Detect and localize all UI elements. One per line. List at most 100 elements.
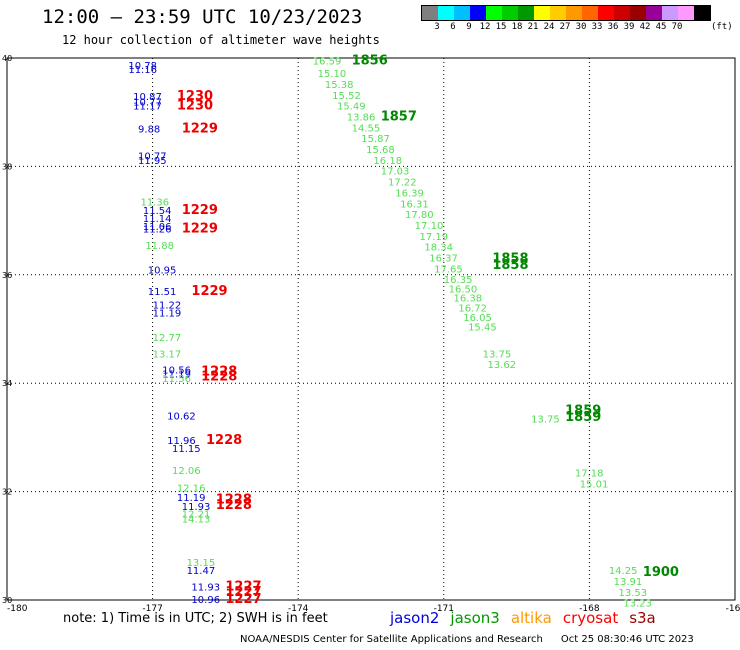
time-label: 1227: [225, 585, 261, 600]
wave-height-label: 13.17: [153, 349, 182, 360]
wave-height-label: 11.15: [172, 444, 201, 455]
x-tick-label: -171: [434, 604, 454, 614]
wave-height-label: 9.88: [138, 124, 160, 135]
color-swatch: [614, 6, 630, 20]
color-swatch: [502, 6, 518, 20]
wave-height-label: 11.36: [140, 198, 169, 209]
wave-height-label: 11.19: [153, 309, 182, 320]
wave-height-label: 15.49: [337, 102, 366, 113]
color-swatch: [678, 6, 694, 20]
wave-height-label: 17.10: [415, 221, 444, 232]
color-scale-unit: (ft): [711, 22, 733, 32]
wave-height-label: 13.15: [187, 558, 216, 569]
time-label: 1900: [643, 565, 679, 580]
satellite-legend-entry: jason2: [390, 609, 440, 627]
time-label: 1857: [381, 110, 417, 125]
color-swatch: [630, 6, 646, 20]
y-tick-label: 30: [2, 596, 12, 605]
x-tick-label: -168: [579, 604, 600, 614]
y-tick-label: 36: [2, 271, 12, 280]
time-label: 1228: [216, 498, 252, 513]
wave-height-label: 17.19: [420, 232, 449, 243]
wave-height-label: 17.65: [434, 264, 463, 275]
wave-height-label: 17.18: [575, 469, 604, 480]
wave-height-label: 16.35: [444, 275, 473, 286]
wave-height-label: 16.59: [313, 57, 342, 68]
time-label: 1228: [201, 364, 237, 379]
color-scale-tick-label: 21: [527, 22, 539, 32]
color-swatch: [662, 6, 678, 20]
plot-frame: [6, 57, 736, 601]
color-scale-swatches: [421, 5, 711, 21]
color-scale-tick-label: 45: [655, 22, 667, 32]
wave-height-label: 16.05: [463, 313, 492, 324]
wave-height-label: 15.52: [332, 91, 361, 102]
wave-height-label: 17.22: [388, 178, 417, 189]
wave-height-label: 14.55: [352, 123, 381, 134]
wave-height-label: 12.06: [172, 466, 201, 477]
color-swatch: [486, 6, 502, 20]
color-scale-tick-label: 12: [479, 22, 491, 32]
x-tick-label: -16: [726, 604, 740, 614]
wave-height-label: 10.77: [133, 97, 162, 108]
wave-height-label: 11.51: [148, 287, 177, 298]
wave-height-label: 11.06: [143, 222, 172, 233]
wave-height-label: 10.96: [191, 595, 220, 606]
wave-height-label: 16.50: [449, 284, 478, 295]
time-label: 1227: [225, 579, 261, 594]
wave-height-label: 13.75: [483, 349, 512, 360]
color-scale-tick-label: 15: [495, 22, 507, 32]
credit-text: NOAA/NESDIS Center for Satellite Applica…: [240, 634, 543, 645]
x-tick-label: -174: [288, 604, 309, 614]
wave-height-label: 16.39: [395, 188, 424, 199]
grid: [7, 58, 735, 600]
wave-height-label: 13.91: [614, 577, 643, 588]
satellite-legend-entry: cryosat: [562, 609, 619, 627]
wave-height-label: 10.87: [133, 92, 162, 103]
wave-height-label: 11.54: [143, 206, 172, 217]
satellite-legend-entry: altika: [510, 609, 552, 627]
time-label: 1227: [225, 592, 261, 607]
time-label: 1859: [565, 410, 601, 425]
y-tick-label: 38: [2, 162, 12, 171]
time-label: 1229: [182, 203, 218, 218]
satellite-legend: jason2 jason3 altika cryosat s3a: [390, 609, 667, 627]
wave-height-label: 12.77: [153, 333, 182, 344]
wave-height-label: 17.03: [381, 167, 410, 178]
wave-height-label: 15.45: [468, 322, 497, 333]
color-scale-tick-label: 42: [639, 22, 651, 32]
time-label: 1856: [352, 54, 388, 69]
generated-timestamp: Oct 25 08:30:46 UTC 2023: [560, 634, 694, 645]
footer-note: note: 1) Time is in UTC; 2) SWH is in fe…: [63, 611, 328, 626]
time-label: 1229: [191, 284, 227, 299]
wave-height-label: 15.10: [318, 69, 347, 80]
y-tick-label: 40: [2, 54, 12, 63]
color-swatch: [582, 6, 598, 20]
color-swatch: [422, 6, 438, 20]
color-scale-tick-label: 27: [559, 22, 571, 32]
time-label: 1228: [201, 370, 237, 385]
wave-height-label: 11.19: [162, 369, 191, 380]
data-labels: 10.7811.1610.8710.7711.179.8810.7711.951…: [128, 54, 679, 610]
wave-height-label: 14.25: [609, 566, 638, 577]
time-label: 1858: [492, 252, 528, 267]
wave-height-label: 13.86: [347, 113, 376, 124]
wave-height-label: 11.19: [177, 493, 206, 504]
wave-height-label: 16.18: [373, 156, 402, 167]
color-swatch: [550, 6, 566, 20]
wave-height-label: 13.23: [623, 599, 652, 610]
axis-ticks: -180 -177 -174 -171 -168 -16 30 32 34 36 38 40: [2, 54, 740, 614]
wave-height-label: 15.38: [325, 80, 354, 91]
wave-height-label: 11.17: [133, 102, 162, 113]
wave-height-label: 16.72: [458, 303, 487, 314]
time-label: 1859: [565, 403, 601, 418]
y-tick-label: 32: [2, 488, 12, 497]
wave-height-label: 11.93: [182, 502, 211, 513]
wave-height-label: 16.31: [400, 199, 429, 210]
color-scale-tick-label: 30: [575, 22, 587, 32]
color-swatch: [470, 6, 486, 20]
wave-height-label: 11.26: [143, 225, 172, 236]
time-label: 1229: [182, 222, 218, 237]
color-swatch: [598, 6, 614, 20]
